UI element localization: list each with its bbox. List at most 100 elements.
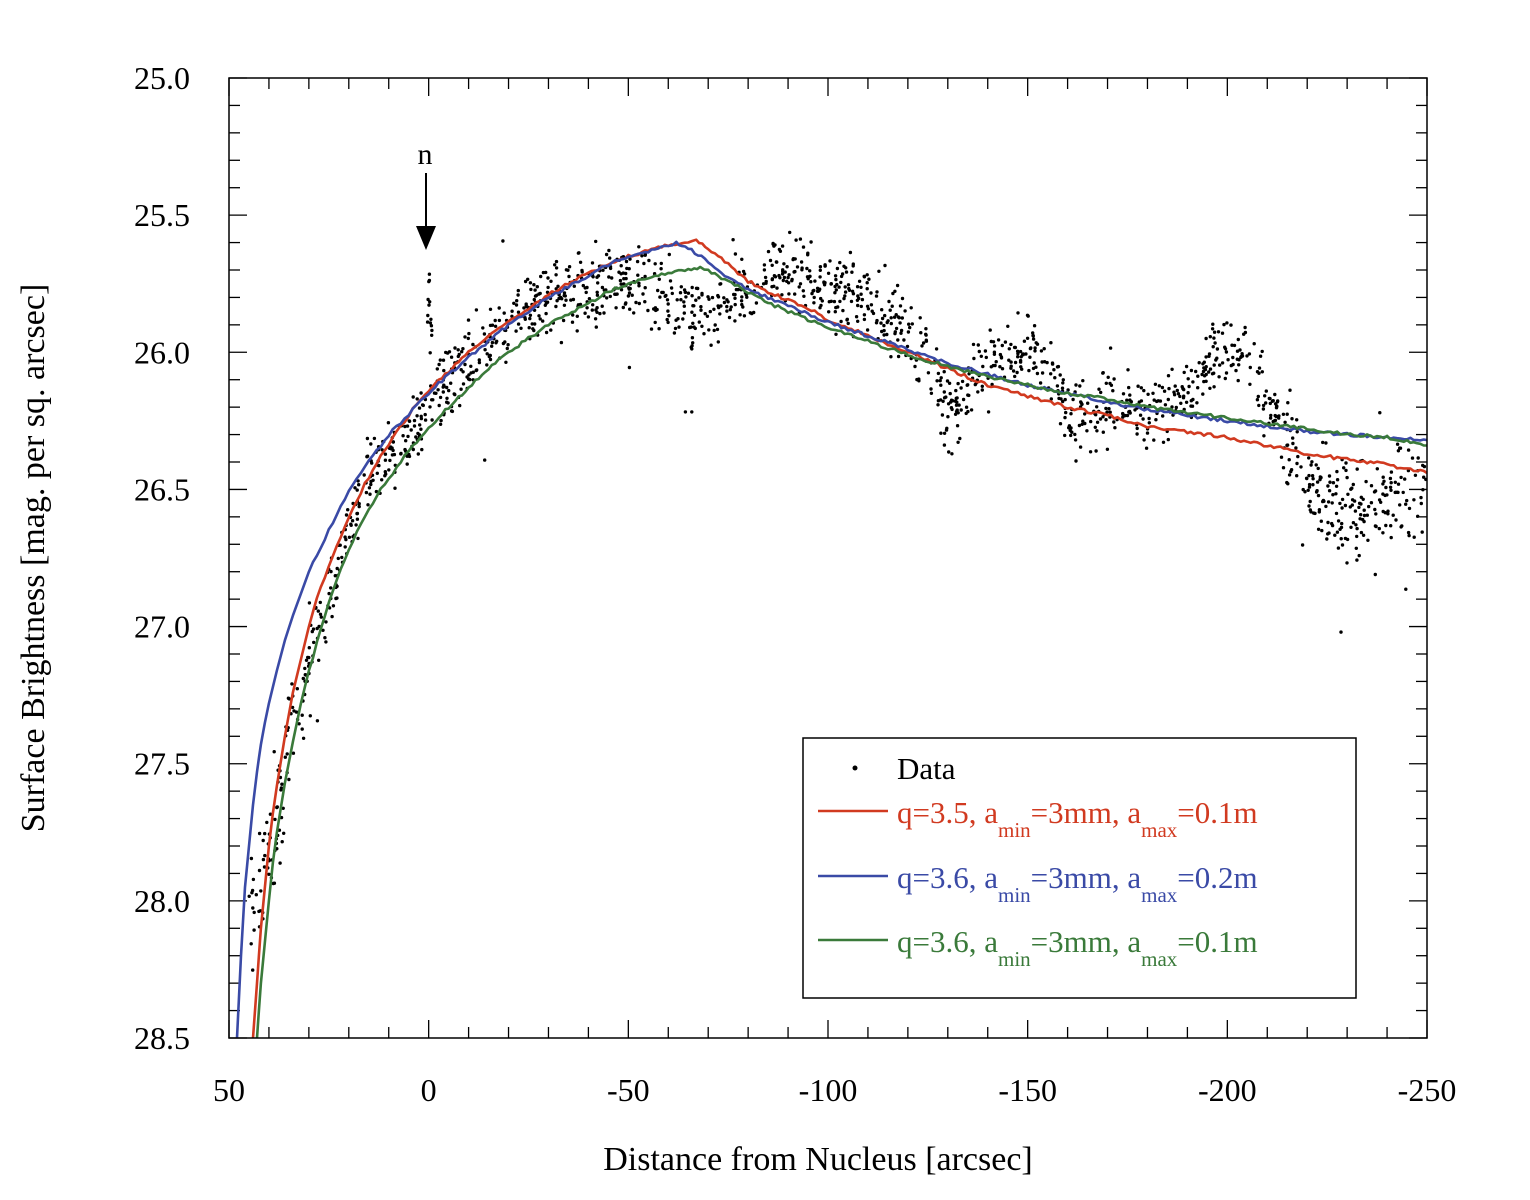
data-point [665,298,670,302]
data-point [1366,538,1370,542]
data-point [364,490,369,495]
data-point [1104,406,1108,411]
data-point [880,308,884,312]
data-point [426,297,430,302]
data-point [490,323,495,327]
data-point [733,302,737,307]
data-point [501,239,505,243]
data-point [859,285,863,289]
data-point [955,424,960,428]
data-point [896,338,900,342]
data-point [283,755,287,759]
data-point [510,309,514,313]
data-point [1412,535,1416,539]
data-point [894,313,898,317]
data-point [1308,499,1312,504]
data-point [733,319,737,323]
data-point [1420,530,1424,534]
data-point [393,486,397,490]
data-point [1346,492,1350,496]
data-point [1200,372,1204,377]
data-point [1359,502,1363,506]
data-point [1258,354,1263,358]
data-point [1093,425,1098,429]
data-point [319,615,323,619]
data-point [247,894,251,898]
data-point [883,313,887,318]
data-point [1069,412,1073,416]
data-point [324,640,328,644]
data-point [403,447,407,452]
data-point [855,285,860,289]
data-point [273,817,277,822]
data-point [774,260,779,264]
data-point [483,348,487,352]
data-point [1147,421,1152,425]
data-point [986,410,991,414]
y-tick-label: 27.5 [134,746,190,782]
data-point [1181,396,1186,400]
data-point [535,285,539,289]
data-point [538,317,542,321]
data-point [435,367,439,371]
data-point [1160,385,1165,390]
data-point [516,322,521,326]
data-point [384,472,388,476]
data-point [1127,409,1132,414]
data-point [419,416,424,421]
data-point [637,281,641,285]
data-point [966,393,970,397]
data-point [1404,587,1408,591]
data-point [357,504,361,509]
data-point [1031,337,1036,341]
data-point [1235,357,1240,361]
legend-data-label: Data [897,751,956,786]
data-point [471,342,475,347]
data-point [673,326,678,331]
data-point [1135,432,1139,436]
data-point [1300,543,1305,547]
data-point [445,385,449,390]
data-point [688,325,692,330]
data-point [992,350,997,354]
data-point [1295,430,1299,434]
data-point [883,263,887,268]
data-point [438,422,443,426]
data-point [1045,360,1049,365]
data-point [1187,384,1191,389]
data-point [691,341,695,345]
data-point [594,239,598,244]
data-point [679,298,683,302]
data-point [998,352,1003,357]
data-point [920,344,924,348]
nucleus-annotation: n [416,138,436,250]
data-point [1077,423,1082,428]
data-point [1410,456,1415,460]
data-point [516,288,520,293]
data-point [1042,347,1046,351]
data-point [842,296,846,301]
data-point [1421,488,1425,492]
data-point [1367,504,1371,509]
data-point [715,327,720,332]
data-point [1151,391,1155,395]
data-point [544,311,548,316]
data-point [1285,443,1290,447]
data-point [862,313,867,317]
data-point [429,324,434,328]
data-point [1161,440,1166,444]
data-point [675,298,679,302]
data-point [716,295,721,299]
data-point [834,305,838,310]
data-point [1186,377,1190,381]
data-point [1108,346,1113,350]
data-point [809,280,813,284]
data-point [826,271,831,275]
data-point [1161,414,1165,418]
data-point [1316,493,1321,498]
data-point [366,503,370,507]
data-point [618,278,623,283]
data-point [636,273,640,277]
data-point [466,318,471,322]
